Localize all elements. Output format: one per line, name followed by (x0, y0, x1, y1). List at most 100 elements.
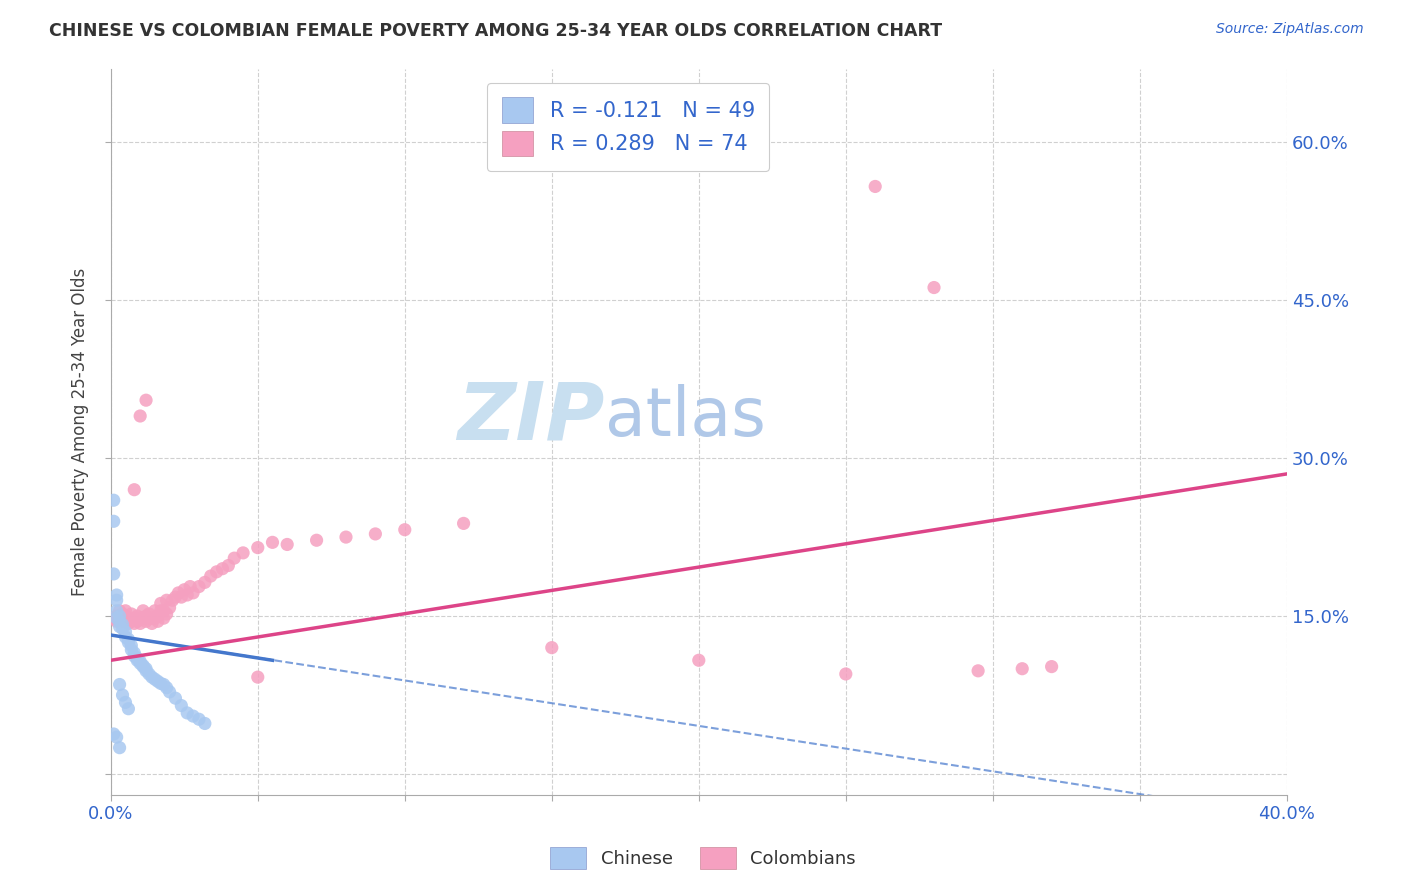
Legend: Chinese, Colombians: Chinese, Colombians (543, 839, 863, 876)
Point (143, 672, 166, 686)
Point (105, 588, 128, 602)
Point (108, 611, 131, 625)
Point (159, 600, 181, 615)
Point (922, 280, 945, 294)
Point (146, 615, 169, 629)
Point (200, 569, 222, 583)
Point (135, 662, 157, 676)
Point (103, 514, 125, 528)
Point (105, 604, 128, 618)
Point (132, 658, 155, 673)
Point (132, 659, 155, 673)
Point (114, 630, 136, 644)
Point (105, 593, 128, 607)
Point (108, 615, 131, 629)
Point (135, 609, 157, 624)
Point (453, 516, 475, 531)
Point (111, 615, 134, 629)
Point (120, 642, 142, 657)
Legend: R = -0.121   N = 49, R = 0.289   N = 74: R = -0.121 N = 49, R = 0.289 N = 74 (486, 83, 769, 171)
Point (143, 604, 166, 618)
Point (152, 611, 174, 625)
Point (224, 551, 246, 566)
Point (127, 615, 149, 629)
Point (246, 670, 269, 684)
Point (105, 615, 128, 629)
Point (117, 616, 139, 631)
Point (105, 609, 128, 624)
Point (127, 651, 149, 665)
Point (108, 609, 131, 624)
Point (124, 649, 146, 664)
Text: CHINESE VS COLOMBIAN FEMALE POVERTY AMONG 25-34 YEAR OLDS CORRELATION CHART: CHINESE VS COLOMBIAN FEMALE POVERTY AMON… (49, 22, 942, 40)
Point (138, 667, 160, 681)
Point (124, 483, 146, 497)
Point (167, 586, 190, 600)
Point (181, 586, 204, 600)
Point (1011, 662, 1033, 676)
Point (149, 604, 172, 618)
Point (108, 619, 131, 633)
Y-axis label: Female Poverty Among 25-34 Year Olds: Female Poverty Among 25-34 Year Olds (72, 268, 89, 596)
Point (117, 632, 139, 647)
Point (188, 712, 211, 726)
Point (276, 537, 298, 551)
Point (108, 740, 131, 755)
Point (188, 580, 211, 594)
Point (173, 582, 195, 597)
Point (135, 615, 157, 629)
Point (141, 670, 163, 684)
Point (111, 607, 134, 621)
Point (335, 530, 357, 544)
Point (124, 646, 146, 660)
Point (114, 604, 136, 618)
Point (246, 541, 269, 555)
Point (127, 653, 149, 667)
Point (165, 691, 187, 706)
Point (120, 615, 142, 629)
Point (138, 611, 160, 625)
Point (146, 674, 169, 689)
Point (835, 667, 858, 681)
Point (135, 393, 157, 408)
Point (129, 409, 152, 423)
Point (108, 604, 131, 618)
Point (103, 727, 125, 741)
Point (211, 562, 233, 576)
Point (117, 611, 139, 625)
Point (103, 566, 125, 581)
Point (149, 596, 172, 610)
Point (111, 622, 134, 636)
Point (176, 706, 198, 720)
Point (114, 609, 136, 624)
Point (120, 607, 142, 621)
Point (117, 702, 139, 716)
Point (181, 709, 204, 723)
Point (152, 677, 174, 691)
Point (111, 688, 134, 702)
Point (688, 653, 710, 667)
Point (129, 657, 152, 671)
Point (262, 535, 284, 549)
Point (132, 604, 155, 618)
Point (138, 607, 160, 621)
Point (863, 179, 886, 194)
Point (194, 575, 217, 590)
Point (141, 611, 163, 625)
Point (132, 611, 155, 625)
Point (103, 611, 125, 625)
Point (111, 617, 134, 632)
Point (967, 664, 990, 678)
Point (114, 695, 136, 709)
Point (1040, 659, 1063, 673)
Point (127, 609, 149, 624)
Point (156, 593, 179, 607)
Point (146, 609, 169, 624)
Point (141, 616, 163, 631)
Text: ZIP: ZIP (457, 378, 605, 457)
Point (108, 677, 131, 691)
Point (305, 533, 328, 548)
Point (394, 523, 416, 537)
Point (105, 611, 128, 625)
Point (540, 640, 562, 655)
